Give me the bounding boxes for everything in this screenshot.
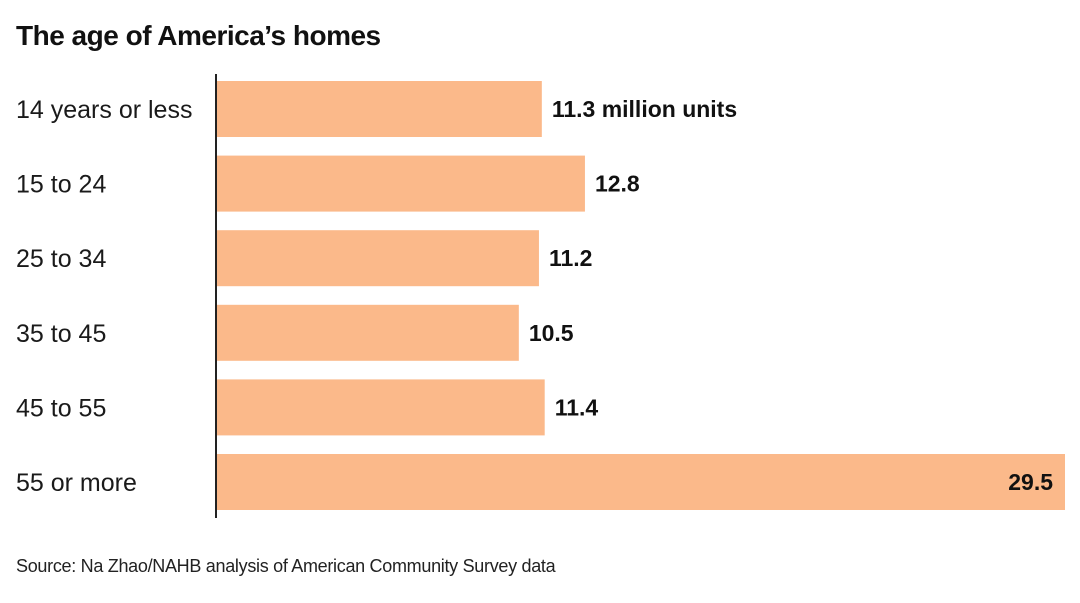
category-label-1: 15 to 24 — [16, 171, 106, 199]
value-label-1: 12.8 — [595, 171, 640, 197]
bar-3 — [217, 304, 519, 361]
category-label-5: 55 or more — [16, 469, 137, 497]
category-label-0: 14 years or less — [16, 96, 192, 124]
category-label-4: 45 to 55 — [16, 394, 106, 422]
chart-source: Source: Na Zhao/NAHB analysis of America… — [16, 556, 556, 576]
bar-1 — [217, 155, 585, 212]
value-label-3: 10.5 — [529, 320, 574, 346]
chart-title: The age of America’s homes — [16, 20, 381, 51]
bar-5 — [217, 454, 1065, 510]
value-label-2: 11.2 — [549, 245, 593, 271]
value-label-5: 29.5 — [1008, 469, 1053, 495]
bar-0 — [217, 81, 542, 137]
category-label-3: 35 to 45 — [16, 320, 106, 348]
value-label-4: 11.4 — [555, 394, 599, 420]
bar-4 — [217, 379, 545, 436]
bar-2 — [217, 230, 539, 287]
value-label-0: 11.3 million units — [552, 96, 737, 122]
category-label-2: 25 to 34 — [16, 245, 106, 273]
